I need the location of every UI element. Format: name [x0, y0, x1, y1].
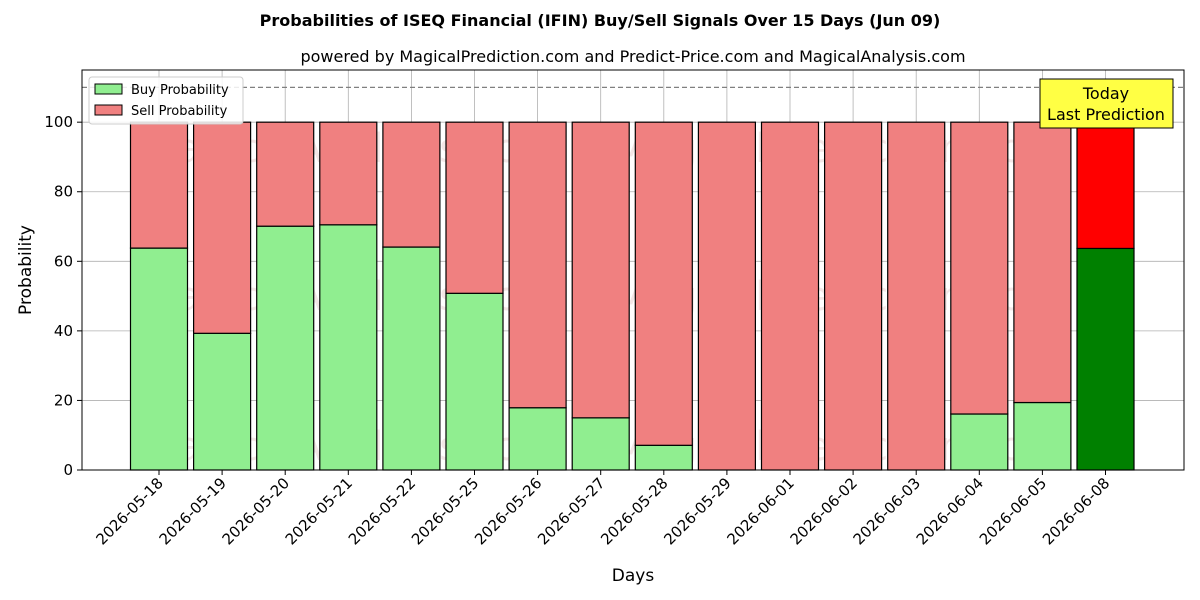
bar-sell-2026-05-18 — [129, 121, 189, 249]
x-tick-label: 2026-06-05 — [976, 474, 1050, 548]
bar-buy-2026-06-04 — [950, 413, 1009, 471]
bar-buy-2026-05-20 — [256, 225, 315, 471]
x-tick-label: 2026-05-28 — [597, 474, 671, 548]
bar-sell-2026-06-01 — [760, 121, 820, 471]
plot-frame — [81, 69, 1185, 471]
bar-buy-2026-05-18 — [129, 247, 189, 471]
x-tick-label: 2026-06-01 — [723, 474, 797, 548]
legend-box — [88, 76, 244, 125]
bar-sell-2026-06-08 — [1076, 121, 1135, 250]
bar-sell-2026-05-25 — [445, 121, 504, 294]
y-axis-label: Probability — [16, 225, 36, 315]
legend-label-sell: Sell Probability — [131, 104, 228, 119]
x-tick-label: 2026-05-27 — [534, 474, 608, 548]
bar-buy-2026-06-05 — [1013, 401, 1072, 471]
bar-sell-2026-06-05 — [1013, 121, 1072, 404]
y-tick-label: 80 — [54, 183, 73, 201]
legend-swatch-sell — [94, 104, 123, 116]
bar-sell-2026-05-29 — [697, 121, 757, 471]
y-tick-label: 20 — [54, 391, 73, 409]
x-tick-label: 2026-05-19 — [156, 474, 230, 548]
x-tick-label: 2026-06-04 — [913, 474, 987, 548]
bars — [129, 121, 1135, 471]
bar-sell-2026-05-21 — [319, 121, 378, 226]
bar-sell-2026-05-28 — [634, 121, 693, 446]
bar-buy-2026-05-26 — [508, 407, 567, 471]
bar-buy-2026-05-28 — [634, 444, 693, 471]
y-tick-label: 40 — [54, 322, 73, 340]
bar-sell-2026-06-03 — [887, 121, 946, 471]
x-axis-label: Days — [612, 566, 655, 586]
x-tick-label: 2026-05-26 — [471, 474, 545, 548]
x-tick-label: 2026-05-20 — [219, 474, 293, 548]
y-tick-label: 0 — [63, 461, 73, 479]
bar-buy-2026-05-27 — [571, 417, 630, 471]
today-annotation-line2: Last Prediction — [1047, 105, 1165, 124]
today-annotation-line1: Today — [1082, 84, 1129, 103]
x-tick-label: 2026-05-25 — [408, 474, 482, 548]
x-axis-ticks: 2026-05-182026-05-192026-05-202026-05-21… — [92, 470, 1113, 548]
legend: Buy Probability Sell Probability — [88, 76, 244, 125]
chart-subtitle: powered by MagicalPrediction.com and Pre… — [300, 47, 965, 66]
y-axis-ticks: 0 20 40 60 80 100 — [44, 113, 82, 479]
legend-label-buy: Buy Probability — [131, 83, 229, 98]
bar-sell-2026-05-26 — [508, 121, 567, 409]
x-tick-label: 2026-06-02 — [787, 474, 861, 548]
bar-sell-2026-05-20 — [256, 121, 315, 227]
legend-swatch-buy — [94, 83, 123, 95]
bar-sell-2026-05-19 — [193, 121, 252, 334]
today-annotation: Today Last Prediction — [1039, 78, 1174, 129]
bar-buy-2026-05-19 — [193, 332, 252, 471]
bar-sell-2026-06-02 — [823, 121, 883, 471]
today-annotation-box — [1039, 78, 1174, 129]
bar-sell-2026-06-04 — [950, 121, 1009, 415]
x-tick-label: 2026-05-18 — [92, 474, 166, 548]
x-tick-label: 2026-05-21 — [282, 474, 356, 548]
chart-title: Probabilities of ISEQ Financial (IFIN) B… — [260, 11, 941, 30]
x-tick-label: 2026-05-29 — [660, 474, 734, 548]
bar-buy-2026-05-22 — [382, 246, 441, 471]
x-tick-label: 2026-05-22 — [345, 474, 419, 548]
x-tick-label: 2026-06-03 — [850, 474, 924, 548]
bar-sell-2026-05-27 — [571, 121, 630, 419]
y-tick-label: 60 — [54, 252, 73, 270]
x-tick-label: 2026-06-08 — [1039, 474, 1113, 548]
bar-buy-2026-06-08 — [1076, 247, 1135, 471]
bar-sell-2026-05-22 — [382, 121, 441, 248]
y-tick-label: 100 — [44, 113, 73, 131]
bar-buy-2026-05-21 — [319, 224, 378, 471]
bar-buy-2026-05-25 — [445, 292, 504, 471]
